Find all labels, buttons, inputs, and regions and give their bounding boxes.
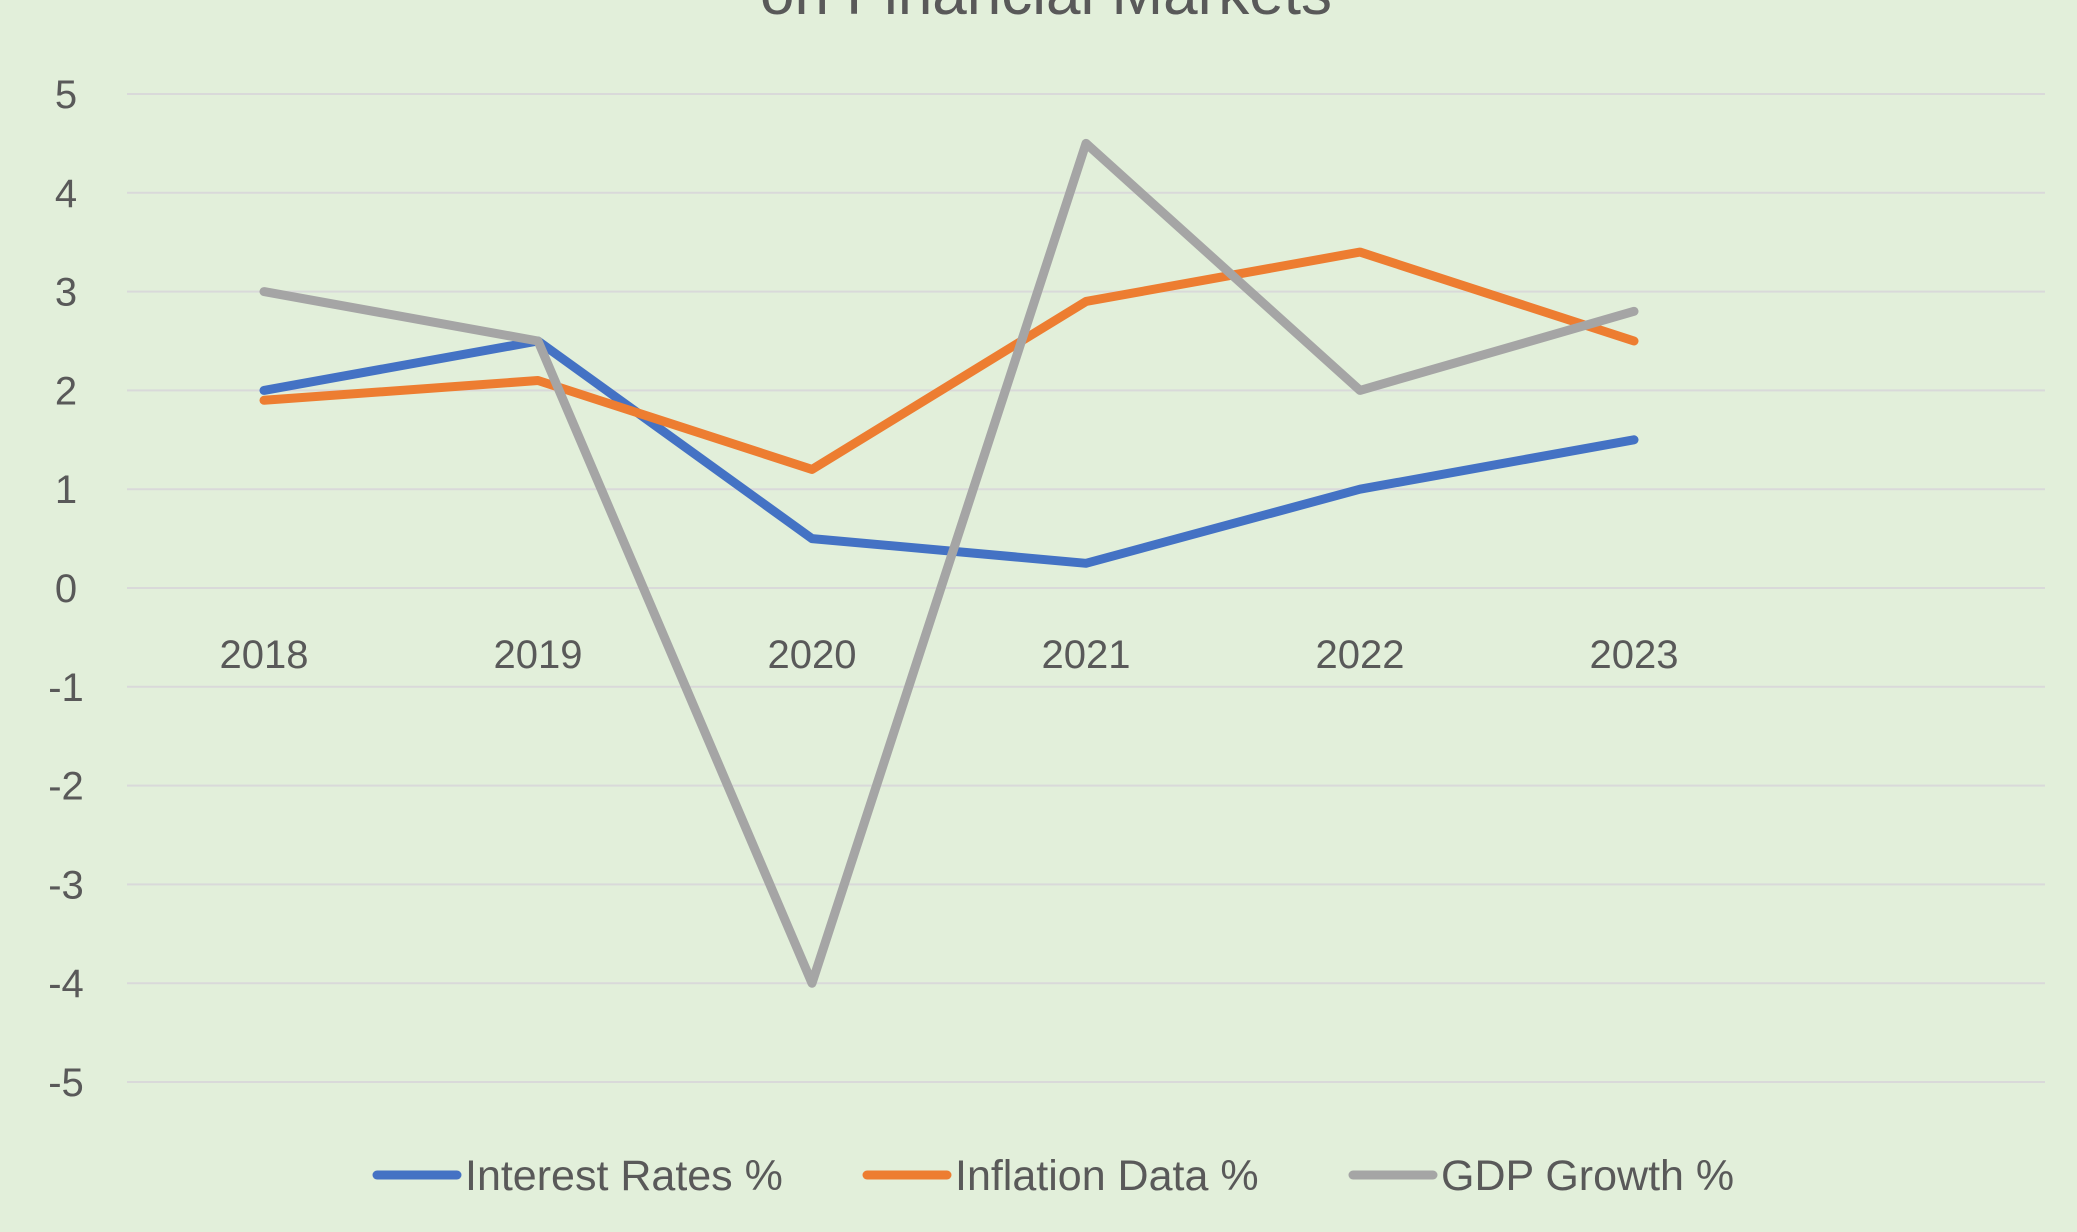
series-lines — [259, 138, 1639, 988]
legend-label: GDP Growth % — [1441, 1152, 1734, 1200]
legend-label: Interest Rates % — [465, 1152, 783, 1200]
legend-label: Inflation Data % — [955, 1152, 1259, 1200]
x-tick-label: 2022 — [1316, 633, 1405, 677]
y-tick-label: -5 — [48, 1061, 84, 1105]
y-tick-label: 5 — [55, 73, 77, 117]
legend: Interest Rates % Inflation Data % GDP Grow… — [372, 1152, 1734, 1200]
y-tick-label: 1 — [55, 468, 77, 512]
chart-title: on Financial Markets — [760, 0, 1332, 28]
y-tick-label: -2 — [48, 765, 84, 809]
y-tick-label: -4 — [48, 962, 84, 1006]
gridlines — [127, 93, 2045, 1083]
x-tick-label: 2020 — [768, 633, 857, 677]
y-tick-label: 0 — [55, 567, 77, 611]
x-tick-label: 2021 — [1042, 633, 1131, 677]
y-tick-label: 3 — [55, 271, 77, 315]
y-tick-label: 2 — [55, 369, 77, 413]
x-tick-label: 2019 — [494, 633, 583, 677]
series-line-2 — [259, 247, 1639, 474]
x-tick-label: 2023 — [1590, 633, 1679, 677]
y-axis-ticks: 5 4 3 2 1 0 -1 -2 -3 -4 -5 — [48, 73, 84, 1105]
y-tick-label: -3 — [48, 863, 84, 907]
x-axis-ticks: 2018 2019 2020 2021 2022 2023 — [220, 633, 1679, 677]
x-tick-label: 2018 — [220, 633, 309, 677]
series-line-3 — [259, 138, 1639, 988]
y-tick-label: -1 — [48, 666, 84, 710]
y-tick-label: 4 — [55, 172, 77, 216]
